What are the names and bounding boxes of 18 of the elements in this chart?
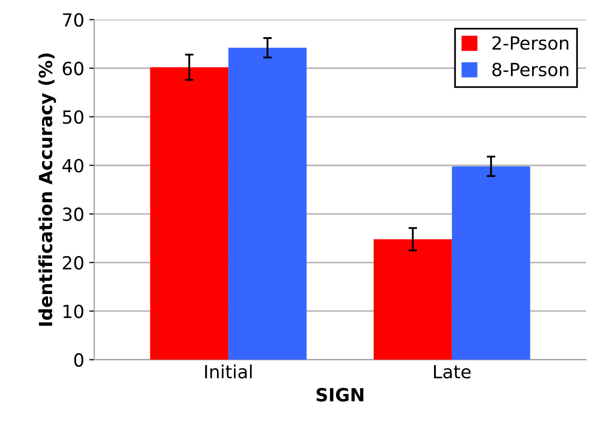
legend-label: 8-Person xyxy=(492,62,568,76)
y-tick-label: 40 xyxy=(62,158,84,172)
x-tick-label: Late xyxy=(434,365,471,379)
bar xyxy=(452,166,530,360)
y-tick-label: 70 xyxy=(63,13,84,27)
legend-label: 2-Person xyxy=(492,36,568,50)
bar xyxy=(228,48,307,360)
y-tick-label: 60 xyxy=(62,62,84,76)
y-axis-title: Identification Accuracy (%) xyxy=(38,53,56,326)
y-tick-label: 20 xyxy=(62,256,84,270)
x-tick-label: Initial xyxy=(205,364,252,379)
bar xyxy=(374,239,452,360)
y-tick-label: 0 xyxy=(74,353,84,367)
y-tick-label: 50 xyxy=(62,110,84,124)
bar xyxy=(150,67,228,360)
x-axis-title: SIGN xyxy=(316,388,364,402)
y-tick-label: 30 xyxy=(62,207,84,222)
y-tick-label: 10 xyxy=(64,304,84,318)
